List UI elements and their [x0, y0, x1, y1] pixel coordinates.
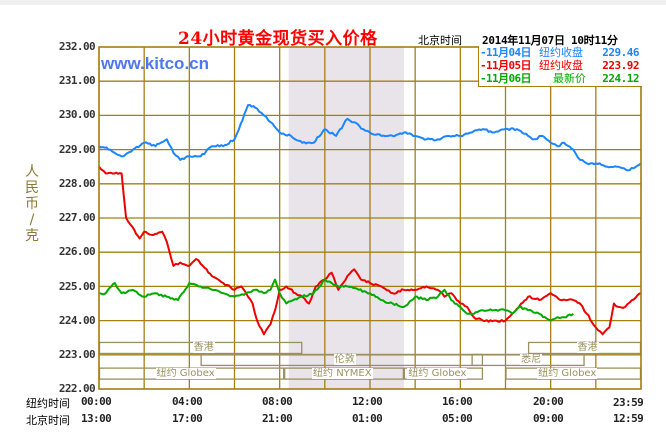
- chart-title: 24小时黄金现货买入价格: [178, 29, 378, 49]
- x-tick-ny: 00:00: [81, 395, 112, 408]
- y-tick: 222.00: [58, 382, 96, 395]
- chart-legend: -11月04日 纽约收盘 229.46 -11月05日 纽约收盘 223.92 …: [478, 46, 642, 87]
- grid-lines: [98, 46, 642, 390]
- y-tick: 225.00: [58, 280, 96, 293]
- beijing-time-label: 北京时间: [418, 34, 462, 47]
- y-tick: 232.00: [58, 40, 96, 53]
- beijing-time-row-label: 北京时间: [26, 414, 70, 427]
- legend-kind: 纽约收盘: [539, 46, 583, 59]
- legend-item-nov06: -11月06日 最新价 224.12: [479, 72, 642, 85]
- price-series: [98, 104, 642, 336]
- session-label: 纽约 Globex: [407, 367, 468, 379]
- legend-value: 224.12: [602, 72, 639, 85]
- x-tick-ny: 20:00: [533, 395, 564, 408]
- legend-date: -11月04日: [480, 46, 532, 59]
- y-axis-label-char: 人: [25, 164, 39, 180]
- x-tick-ny: 23:59: [613, 396, 644, 409]
- price-line: [98, 166, 642, 336]
- y-axis-label: 人 民 币 / 克: [25, 164, 39, 244]
- y-axis-label-char: 克: [25, 228, 39, 244]
- session-label: 香港: [576, 341, 599, 353]
- x-tick-ny: 16:00: [442, 395, 473, 408]
- y-tick: 228.00: [58, 177, 96, 190]
- x-tick-beijing: 01:00: [352, 412, 383, 425]
- plot-border: [98, 46, 642, 390]
- y-tick: 227.00: [58, 211, 96, 224]
- y-axis-label-char: /: [29, 212, 35, 228]
- x-tick-beijing: 09:00: [533, 412, 564, 425]
- legend-value: 229.46: [602, 46, 639, 59]
- session-label: 纽约 Globex: [537, 367, 598, 379]
- y-tick: 226.00: [58, 245, 96, 258]
- session-label: 纽约 NYMEX: [312, 367, 373, 379]
- x-tick-ny: 08:00: [262, 395, 293, 408]
- y-tick: 230.00: [58, 108, 96, 121]
- x-tick-beijing: 12:59: [613, 412, 644, 425]
- kitco-watermark: www.kitco.cn: [101, 54, 210, 73]
- update-timestamp: 2014年11月07日 10时11分: [482, 34, 618, 47]
- price-line: [98, 104, 642, 172]
- session-label: 悉尼: [520, 353, 543, 365]
- x-tick-ny: 12:00: [352, 395, 383, 408]
- y-axis-label-char: 民: [25, 180, 39, 196]
- y-axis-label-char: 币: [25, 196, 39, 212]
- legend-date: -11月05日: [480, 59, 532, 72]
- y-tick: 223.00: [58, 348, 96, 361]
- x-tick-ny: 04:00: [172, 395, 203, 408]
- legend-value: 223.92: [602, 59, 639, 72]
- price-line: [98, 278, 574, 322]
- legend-date: -11月06日: [480, 72, 532, 85]
- legend-kind: 最新价: [553, 72, 586, 85]
- y-tick: 224.00: [58, 314, 96, 327]
- session-label: 伦敦: [333, 353, 356, 365]
- legend-item-nov05: -11月05日 纽约收盘 223.92: [479, 59, 642, 72]
- legend-item-nov04: -11月04日 纽约收盘 229.46: [479, 46, 642, 59]
- x-tick-beijing: 05:00: [442, 412, 473, 425]
- session-label: 香港: [192, 341, 215, 353]
- y-tick: 231.00: [58, 74, 96, 87]
- x-tick-beijing: 17:00: [172, 412, 203, 425]
- x-tick-beijing: 21:00: [262, 412, 293, 425]
- x-tick-beijing: 13:00: [81, 412, 112, 425]
- ny-time-row-label: 纽约时间: [26, 397, 70, 410]
- top-bar: [0, 0, 666, 5]
- y-tick: 229.00: [58, 143, 96, 156]
- session-label: 纽约 Globex: [155, 367, 216, 379]
- legend-kind: 纽约收盘: [539, 59, 583, 72]
